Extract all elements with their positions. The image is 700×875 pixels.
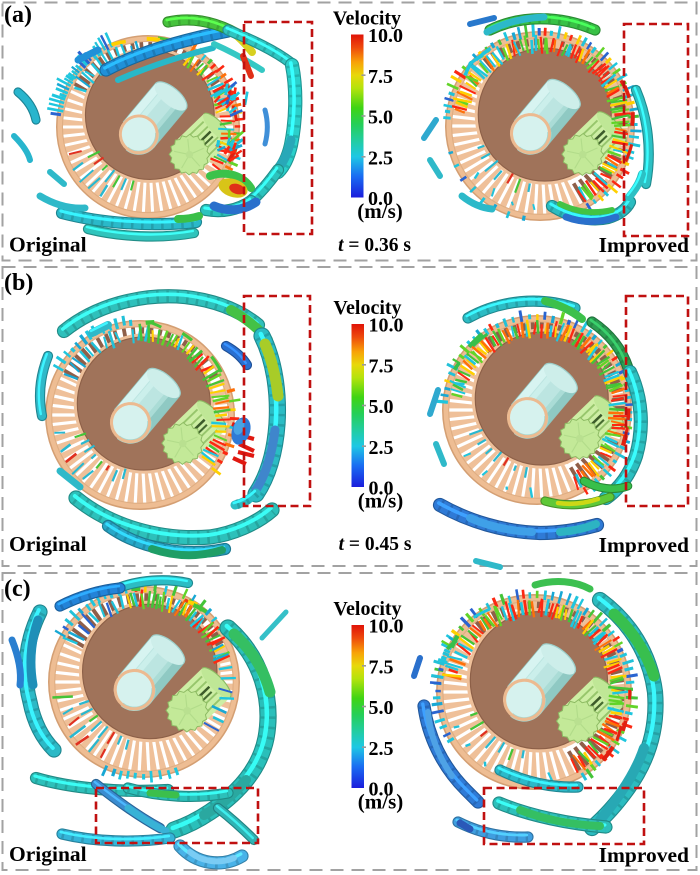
svg-text:Original: Original — [9, 532, 87, 556]
svg-text:(b): (b) — [4, 270, 33, 296]
svg-text:(m/s): (m/s) — [357, 199, 403, 223]
svg-text:0.0: 0.0 — [368, 188, 393, 210]
svg-text:(c): (c) — [4, 576, 31, 602]
svg-text:5.0: 5.0 — [368, 107, 393, 129]
svg-text:0.0: 0.0 — [369, 779, 394, 801]
svg-text:10.0: 10.0 — [369, 616, 404, 638]
svg-text:Improved: Improved — [599, 233, 689, 257]
svg-text:5.0: 5.0 — [369, 396, 394, 418]
svg-text:Velocity: Velocity — [333, 598, 401, 620]
svg-text:(m/s): (m/s) — [358, 790, 404, 814]
svg-text:5.0: 5.0 — [369, 697, 394, 719]
svg-text:7.5: 7.5 — [369, 656, 394, 678]
svg-text:2.5: 2.5 — [369, 437, 394, 459]
svg-text:(m/s): (m/s) — [358, 489, 404, 513]
svg-text:t = 0.45 s: t = 0.45 s — [339, 534, 412, 555]
svg-text:10.0: 10.0 — [369, 315, 404, 337]
svg-text:Velocity: Velocity — [333, 297, 401, 319]
svg-text:t = 0.36 s: t = 0.36 s — [338, 235, 411, 256]
svg-text:Original: Original — [9, 233, 87, 257]
svg-text:Improved: Improved — [599, 843, 689, 867]
svg-text:Improved: Improved — [599, 533, 689, 557]
svg-text:7.5: 7.5 — [369, 355, 394, 377]
svg-text:Original: Original — [9, 842, 87, 866]
svg-text:2.5: 2.5 — [369, 738, 394, 760]
svg-text:0.0: 0.0 — [369, 478, 394, 500]
svg-text:7.5: 7.5 — [368, 66, 393, 88]
svg-text:10.0: 10.0 — [368, 25, 403, 47]
svg-text:Velocity: Velocity — [333, 8, 401, 30]
svg-text:2.5: 2.5 — [368, 147, 393, 169]
svg-text:(a): (a) — [4, 2, 32, 28]
